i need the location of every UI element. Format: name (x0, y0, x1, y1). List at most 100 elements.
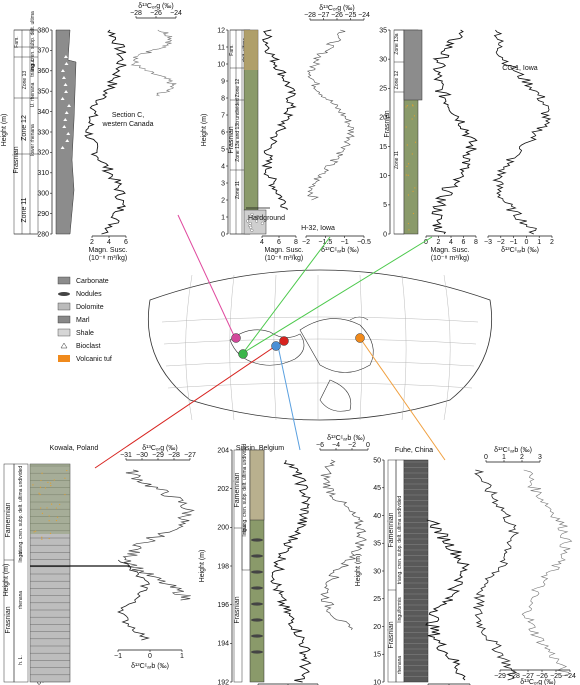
tick-label: 10 (379, 173, 387, 180)
dot-symbol (64, 493, 66, 496)
tick-label: −28 (130, 10, 142, 17)
site-marker-fuhe (355, 333, 365, 343)
tick-label: 50 (373, 457, 381, 464)
ms-axis-label: (10⁻⁸ m³/kg) (265, 255, 304, 262)
isotope-bottom-axis: −2−1.5−1−0.5 (302, 235, 371, 246)
dot-symbol (66, 469, 68, 472)
dot-symbol (407, 222, 410, 225)
isotope-carb-curve (473, 469, 520, 681)
tick-label: 0 (221, 231, 225, 238)
tick-label: 10 (217, 61, 225, 68)
tick-label: 198 (217, 563, 229, 570)
site-marker-section-c (231, 333, 241, 343)
zone-label: Zone 13a (394, 33, 400, 54)
tick-label: 200 (217, 525, 229, 532)
height-axis-label: Height (m) (355, 554, 362, 587)
bioclast-symbol (250, 212, 254, 216)
dot-symbol (41, 536, 43, 538)
panel-title: Fuhe, China (395, 447, 433, 454)
legend-label: Bioclast (76, 343, 101, 350)
legend-swatch (58, 355, 70, 362)
isotope-axis: −3 −2 −1 0 1 2 (484, 235, 554, 246)
legend-label: Volcanic tuf (76, 356, 112, 363)
dot-symbol (39, 493, 41, 496)
tick-label: −1 (341, 239, 349, 246)
dot-symbol (50, 485, 52, 487)
tick-label: 280 (37, 231, 49, 238)
ms-plot: 0 2 4 6 8 Magn. Susc.(10⁻⁸ m³/kg) (424, 29, 478, 262)
unit-label: Frasnian (388, 621, 395, 648)
legend-swatch (57, 328, 71, 337)
dot-symbol (50, 482, 52, 484)
map-graticule (229, 274, 235, 421)
isotope-bottom-axis: −29 −28 −27 −26 −25 −24 (494, 669, 576, 680)
map-graticule (359, 274, 363, 421)
tick-label: 0 (424, 239, 428, 246)
map-outline (147, 269, 493, 421)
dot-symbol (55, 507, 57, 509)
dot-symbol (412, 105, 414, 107)
tick-label: 1 (180, 653, 184, 660)
bioclast-symbol (60, 69, 65, 72)
lithology-column (243, 29, 267, 235)
tick-label: 320 (37, 150, 49, 157)
dot-symbol (39, 486, 42, 488)
lithology-column (403, 29, 423, 235)
tick-label: −4 (332, 442, 340, 449)
dot-symbol (405, 174, 407, 176)
tick-label: 2 (90, 239, 94, 246)
map-graticule (443, 274, 451, 421)
isotope-top-axis-label: δ¹³Cₒᵣg (‰) (142, 445, 177, 452)
connector-fuhe (359, 337, 446, 461)
height-axis-label: Height (m) (201, 114, 208, 147)
panel-kowala: Kowala, Poland6040200Height (m)Famennian… (3, 445, 196, 685)
tick-label: 0 (484, 454, 488, 461)
tick-label: −28 (168, 452, 180, 459)
map-graticule (401, 274, 407, 421)
bioclast-symbol (256, 215, 260, 219)
dot-symbol (41, 472, 43, 474)
lithology-column (249, 449, 265, 683)
nodule-symbol (251, 618, 263, 622)
isotope-axis-label: δ¹³Cᶜₐᵣb (‰) (501, 247, 539, 254)
ms-axis: 01020 (257, 683, 319, 685)
map-graticule (167, 382, 473, 389)
tick-label: −27 (522, 673, 534, 680)
tick-label: −6 (316, 442, 324, 449)
tick-label: 45 (373, 485, 381, 492)
ms-axis: 0 2 4 6 8 (424, 235, 478, 246)
ms-axis-label: (10⁻⁸ m³/kg) (431, 255, 470, 262)
isotope-bottom-axis-label: δ¹³Cᶜₐᵣb (‰) (321, 247, 359, 254)
bioclast-symbol (61, 76, 66, 79)
isotope-curve (492, 29, 552, 235)
tick-label: 30 (373, 568, 381, 575)
subzone-label: triang. cren. subp. delt. ultima (30, 11, 36, 77)
dot-symbol (411, 153, 413, 155)
tick-label: −28 (304, 12, 316, 19)
dot-symbol (40, 507, 42, 509)
bioclast-symbol (60, 146, 65, 149)
connector-h32 (242, 236, 331, 354)
column-dolomite (244, 30, 258, 70)
height-axis-label: Height (m) (199, 550, 206, 583)
tick-label: 202 (217, 486, 229, 493)
hardground-label: Hardground (248, 215, 285, 222)
tick-label: −27 (318, 12, 330, 19)
bioclast-symbol (64, 90, 69, 93)
isotope-plot: −31 −30 −29 −28 −27 δ¹³Cₒᵣg (‰) −1 0 1 δ¹³Cᶜₐᵣb (… (114, 445, 196, 670)
connector-kowala (94, 340, 284, 469)
isotope-axis-label: δ¹³Cᶜₐᵣb (‰) (327, 435, 365, 442)
ms-axis: 4 6 8 (260, 235, 298, 246)
legend-swatch (60, 342, 68, 349)
tick-label: 5 (221, 146, 225, 153)
bioclast-symbol (246, 219, 250, 223)
tick-label: 5 (383, 202, 387, 209)
bioclast-symbol (65, 139, 70, 142)
isotope-bottom-axis: −1 0 1 (114, 649, 184, 660)
legend-swatch (57, 276, 71, 285)
isotope-top-axis: −31 −30 −29 −28 −27 (120, 452, 196, 461)
ms-axis: 0510 (427, 683, 471, 685)
subzone-label: triang. cren. subp. delt. ultima undivid… (18, 466, 24, 555)
